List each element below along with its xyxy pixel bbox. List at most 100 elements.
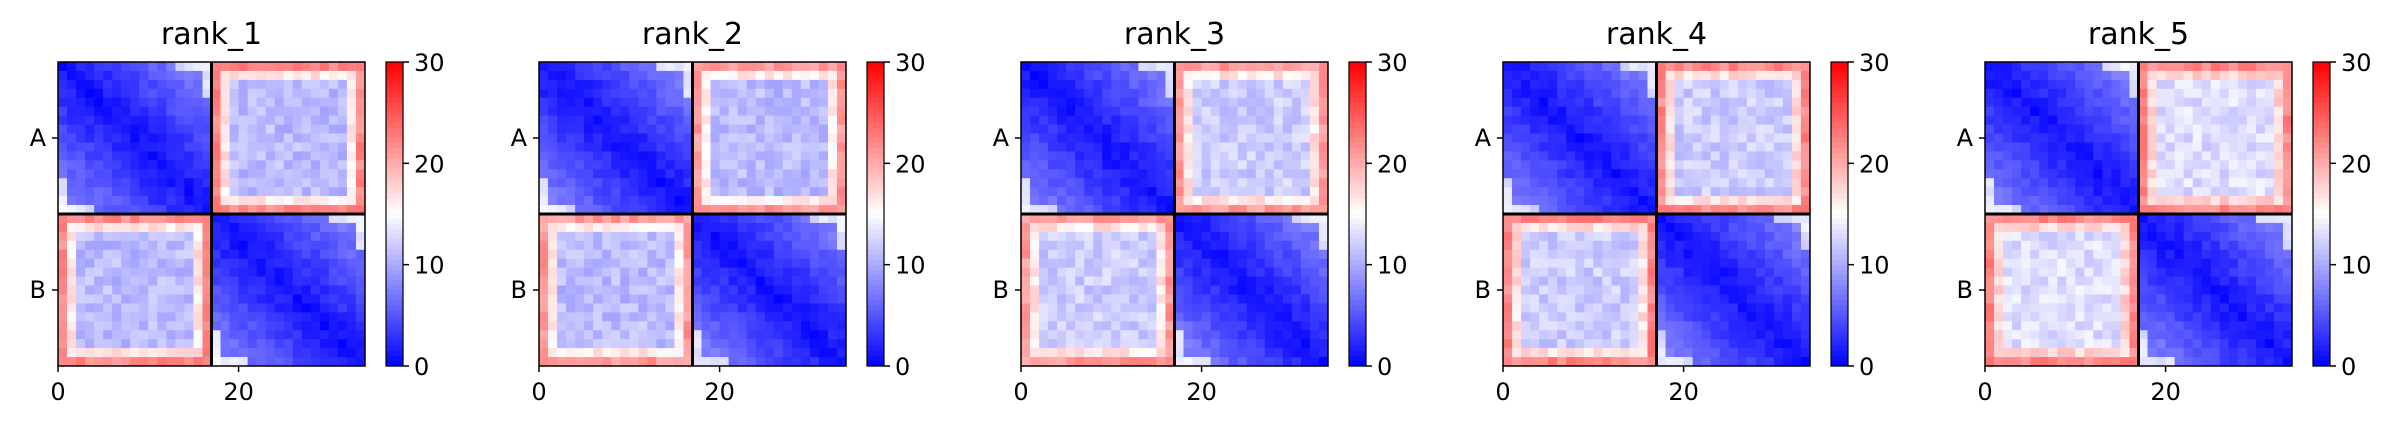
heatmap-cell [229, 339, 240, 349]
heatmap-cell [629, 348, 639, 358]
heatmap-cell [1300, 267, 1311, 278]
heatmap-cell [1584, 214, 1594, 224]
heatmap-cell [1147, 178, 1157, 188]
heatmap-cell [274, 276, 285, 287]
heatmap-cell [674, 88, 684, 99]
heatmap-cell [1039, 178, 1049, 188]
heatmap-cell [1773, 70, 1784, 81]
heatmap-cell [1021, 196, 1031, 206]
heatmap-cell [112, 312, 122, 322]
heatmap-cell [328, 196, 339, 206]
heatmap-cell [1566, 258, 1576, 269]
heatmap-cell [301, 231, 312, 242]
heatmap-cell [283, 160, 294, 170]
heatmap-cell [1318, 88, 1329, 99]
heatmap-cell [1264, 88, 1275, 99]
heatmap-cell [1611, 285, 1621, 295]
heatmap-cell [1593, 258, 1603, 269]
heatmap-cell [265, 115, 276, 126]
heatmap-cell [818, 303, 829, 313]
heatmap-cell [1039, 321, 1049, 331]
heatmap-cell [1057, 276, 1067, 287]
heatmap-cell [647, 339, 657, 349]
heatmap-cell [1503, 222, 1513, 233]
colorbar-segment [867, 153, 884, 159]
heatmap-cell [211, 258, 222, 269]
heatmap-cell [1084, 133, 1094, 143]
heatmap-cell [1611, 339, 1621, 349]
heatmap-cell [112, 294, 122, 304]
heatmap-cell [566, 142, 576, 152]
heatmap-cell [1602, 339, 1612, 349]
heatmap-cell [1111, 187, 1121, 197]
colorbar-segment [1349, 310, 1366, 316]
heatmap-cell [548, 151, 558, 161]
heatmap-cell [1593, 124, 1603, 135]
heatmap-cell [1282, 124, 1293, 135]
heatmap-cell [229, 124, 240, 135]
heatmap-cell [1093, 214, 1103, 224]
heatmap-cell [620, 133, 630, 143]
heatmap-cell [193, 357, 203, 367]
heatmap-cell [1503, 357, 1513, 367]
heatmap-cell [1192, 106, 1203, 117]
heatmap-cell [283, 267, 294, 278]
heatmap-cell [782, 205, 793, 215]
heatmap-cell [1048, 79, 1058, 90]
heatmap-cell [665, 133, 675, 143]
colorbar-segment [1349, 77, 1366, 83]
heatmap-cell [728, 249, 739, 260]
heatmap-cell [674, 330, 684, 340]
heatmap-cell [1129, 231, 1139, 242]
heatmap-cell [683, 294, 693, 304]
heatmap-cell [85, 249, 95, 260]
heatmap-cell [1219, 285, 1230, 295]
heatmap-cell [683, 142, 693, 152]
heatmap-cell [629, 321, 639, 331]
heatmap-cell [764, 124, 775, 135]
heatmap-cell [1273, 196, 1284, 206]
heatmap-cell [1665, 70, 1676, 81]
heatmap-cell [1602, 160, 1612, 170]
heatmap-cell [710, 222, 721, 233]
heatmap-cell [292, 231, 303, 242]
heatmap-cell [647, 97, 657, 108]
heatmap-cell [575, 339, 585, 349]
heatmap-cell [1710, 70, 1721, 81]
heatmap-cell [1584, 357, 1594, 367]
heatmap-cell [2003, 62, 2013, 72]
heatmap-cell [1147, 106, 1157, 117]
heatmap-cell [800, 258, 811, 269]
heatmap-cell [557, 240, 567, 251]
colorbar-tick-label: 0 [414, 353, 429, 381]
heatmap-cell [1530, 249, 1540, 260]
heatmap-cell [1300, 142, 1311, 152]
heatmap-cell [157, 106, 167, 117]
heatmap-cell [1156, 222, 1166, 233]
heatmap-cell [1557, 231, 1567, 242]
heatmap-cell [346, 88, 357, 99]
heatmap-cell [1683, 294, 1694, 304]
heatmap-cell [166, 348, 176, 358]
heatmap-cell [665, 205, 675, 215]
heatmap-cell [202, 106, 212, 117]
colorbar-segment [1831, 320, 1848, 327]
heatmap-cell [1521, 124, 1531, 135]
heatmap-cell [1282, 169, 1293, 179]
heatmap-cell [773, 249, 784, 260]
colorbar-segment [1349, 143, 1366, 149]
heatmap-cell [238, 348, 249, 358]
heatmap-cell [1300, 348, 1311, 358]
heatmap-cell [1629, 231, 1639, 242]
heatmap-cell [1719, 312, 1730, 322]
heatmap-cell [719, 196, 730, 206]
heatmap-cell [76, 88, 86, 99]
heatmap-cell [1192, 169, 1203, 179]
heatmap-cell [76, 178, 86, 188]
heatmap-cell [620, 249, 630, 260]
heatmap-cell [1300, 330, 1311, 340]
heatmap-cell [1282, 231, 1293, 242]
heatmap-cell [710, 142, 721, 152]
heatmap-cell [1566, 205, 1576, 215]
